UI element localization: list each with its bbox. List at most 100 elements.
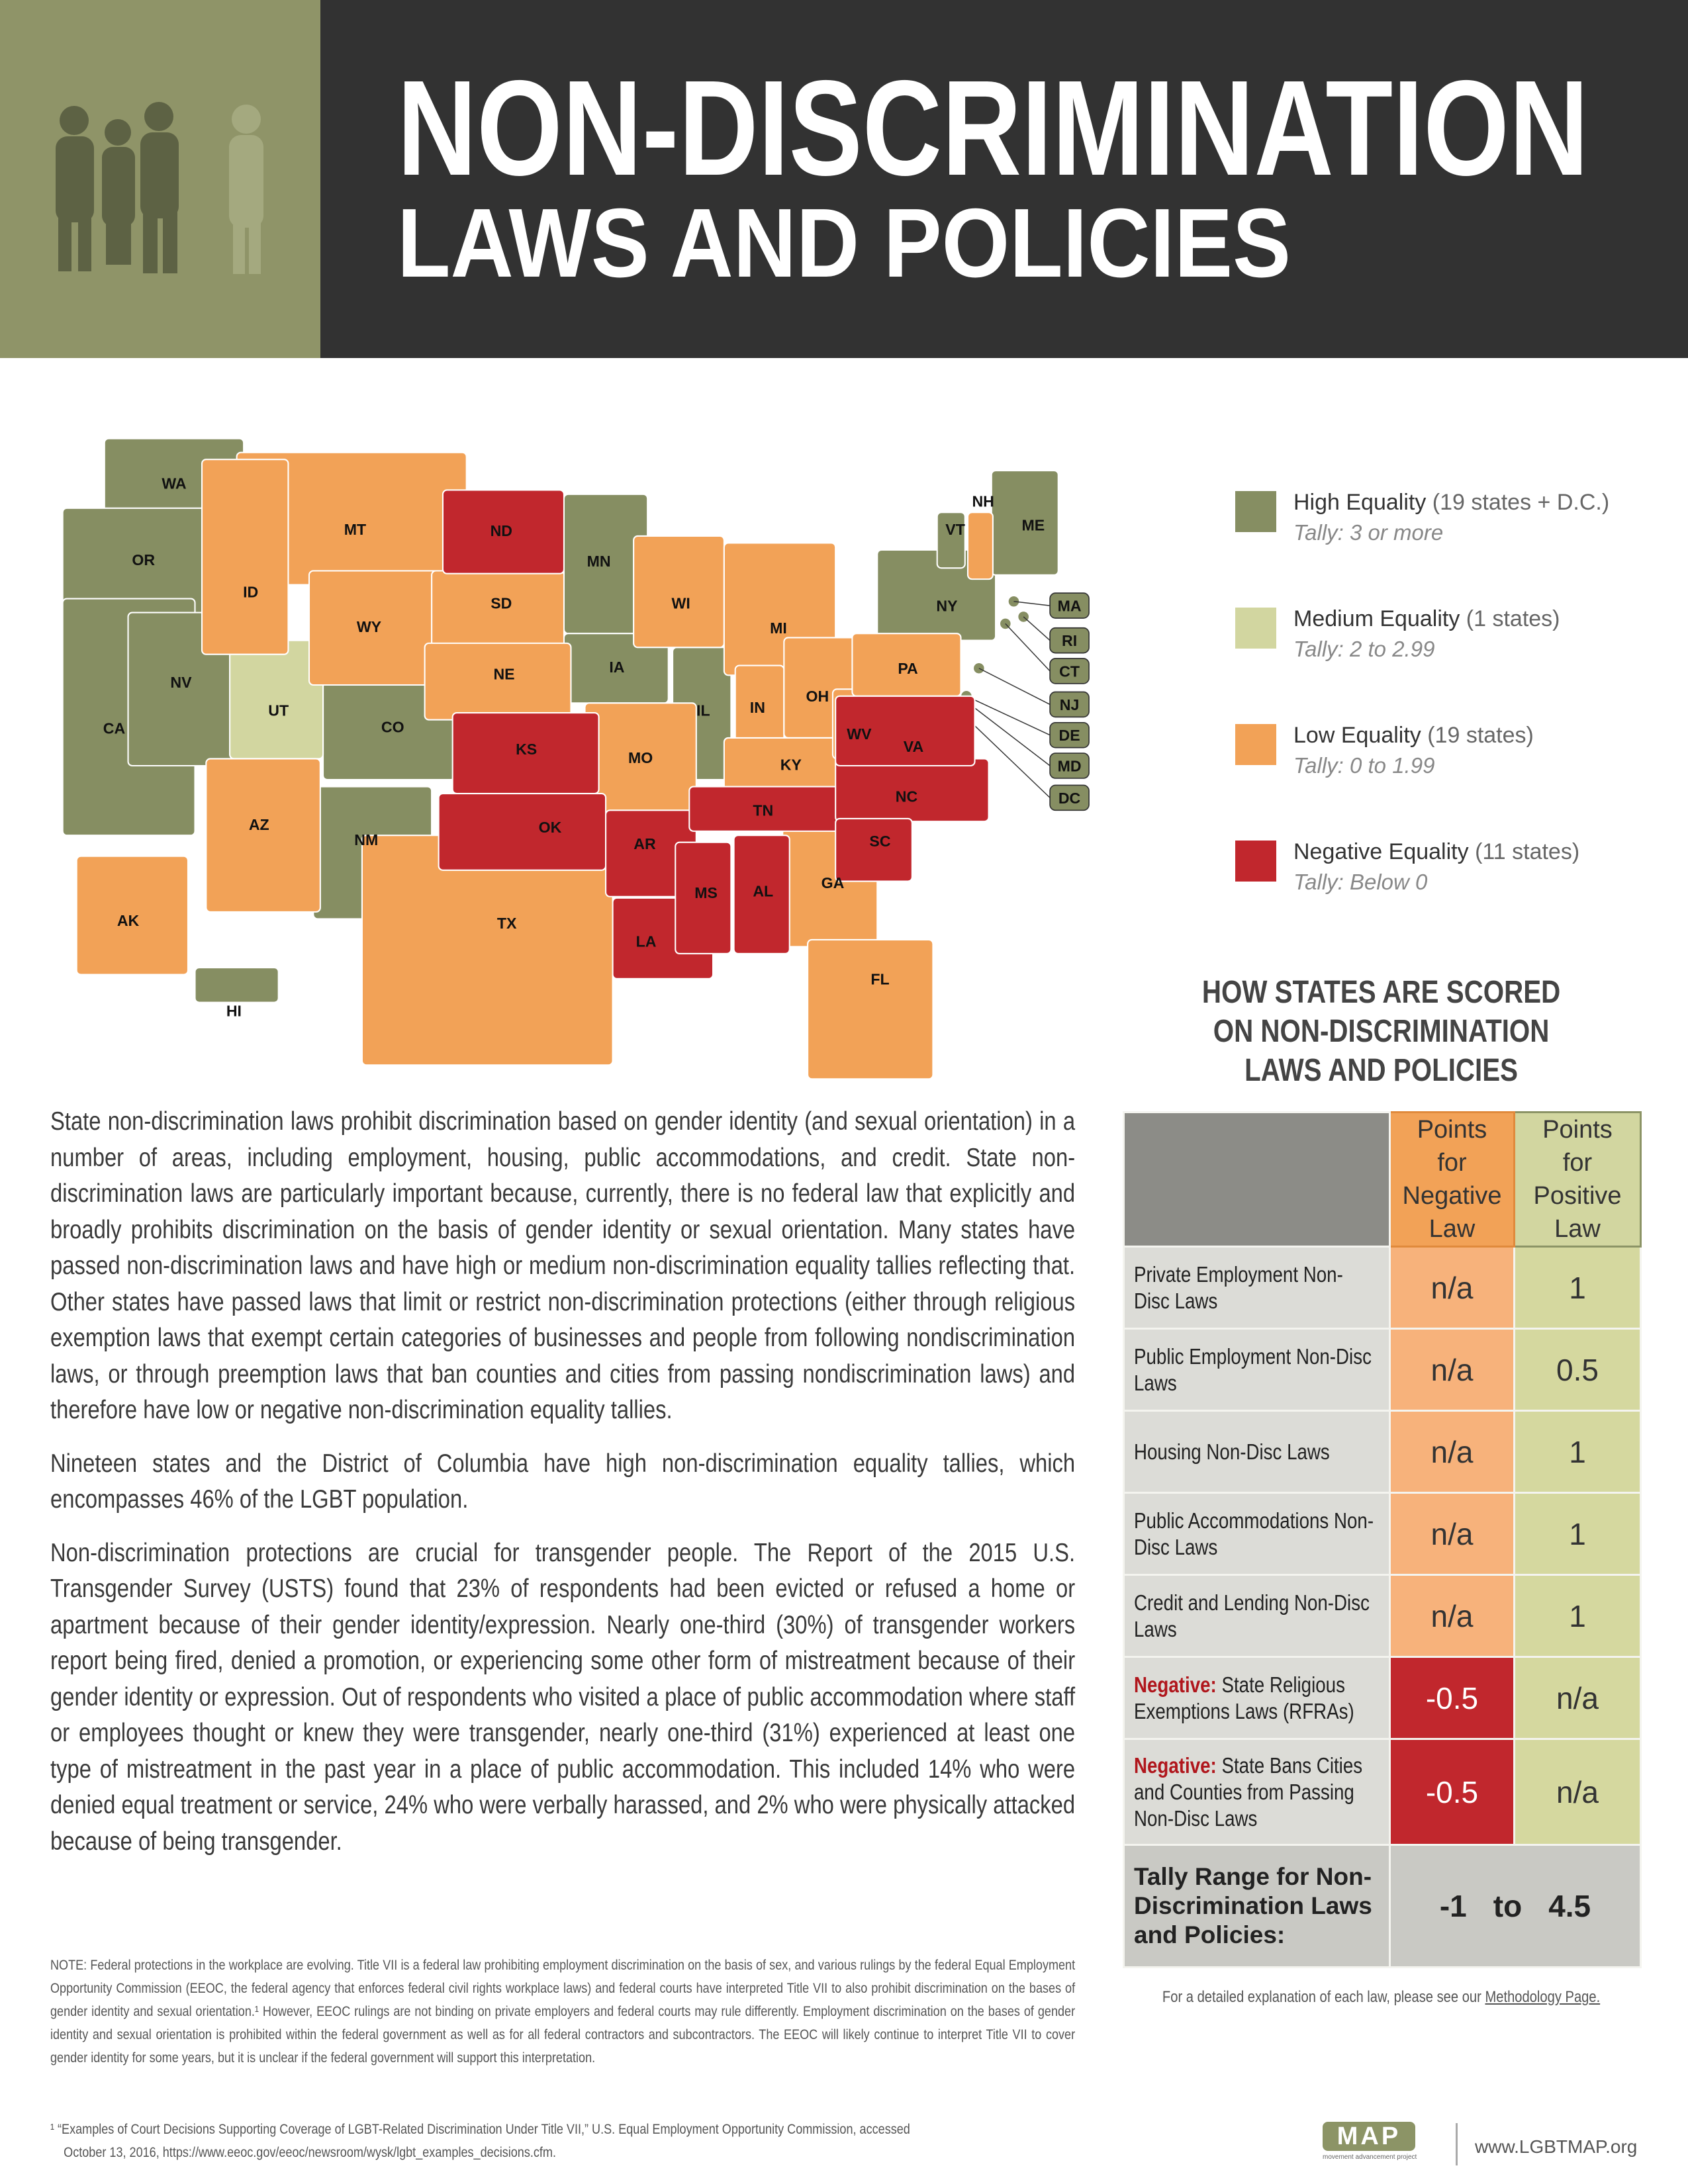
header-positive: Points for Positive Law [1513,1111,1642,1248]
state-label: NJ [1060,696,1080,713]
state-label: TX [497,915,517,932]
row-label: Housing Non-Disc Laws [1123,1410,1391,1494]
row-label-inner: Private Employment Non-Disc Laws [1134,1261,1379,1314]
scoring-table: Points for Negative Law Points for Positi… [1123,1111,1642,1968]
leader-line [1023,616,1051,641]
note: NOTE: Federal protections in the workpla… [50,1957,1076,2066]
state-label: OR [132,551,155,569]
state-shape [936,512,966,569]
row-prefix: Negative: [1134,1752,1217,1778]
leader-line [966,696,1051,736]
legend: High Equality (19 states + D.C.) Tally: 3… [1235,490,1659,913]
state-label: MA [1058,597,1082,614]
callout-box [1049,658,1090,684]
state-label: VA [904,738,924,755]
us-map: WA OR CA NV CO NM MN IA IL NY VT ME MA RI CT NJ DE MD DC HI… [62,437,1090,1080]
state-label: MN [587,553,611,570]
footer-url: www.LGBTMAP.org [1475,2136,1638,2157]
negative-points: -0.5 [1389,1738,1515,1846]
leader-line [1005,623,1051,672]
title-line-1: NON-DISCRIMINATION [397,52,1589,204]
table-row: Public Employment Non-Disc Laws n/a 0.5 [1123,1328,1642,1412]
state-shape [807,938,934,1080]
negative-points: -0.5 [1389,1656,1515,1740]
state-shape [733,835,790,955]
silhouettes [56,102,263,274]
table-row: Credit and Lending Non-Disc Laws n/a 1 [1123,1574,1642,1658]
state-label: SD [491,594,512,612]
state-shapes [62,437,1059,1080]
callout-box [1049,691,1090,718]
legend-count: (19 states + D.C.) [1432,490,1610,515]
scoring-title: HOW STATES ARE SCORED ON NON-DISCRIMINAT… [1112,973,1650,1090]
legend-swatch [1235,841,1276,882]
tally-to: to [1493,1889,1523,1923]
state-shape [194,966,279,1003]
legend-swatch [1235,608,1276,649]
state-label: DE [1059,727,1080,744]
state-label: MO [628,749,653,766]
legend-item: Low Equality (19 states) Tally: 0 to 1.99 [1235,723,1659,802]
state-label: ND [491,522,512,539]
legend-label-text: High Equality [1293,490,1427,515]
row-label: Negative: State Religious Exemptions Law… [1123,1656,1391,1740]
state-label: FL [870,970,889,987]
paragraph: Nineteen states and the District of Colu… [50,1449,1076,1514]
state-label: MT [344,521,366,538]
scoring-title-text: HOW STATES ARE SCORED ON NON-DISCRIMINAT… [1201,975,1561,1088]
table-row: Negative: State Religious Exemptions Law… [1123,1656,1642,1740]
positive-points: n/a [1513,1656,1642,1740]
state-shape [835,817,913,882]
state-label: HI [226,1003,242,1020]
state-shape [75,855,189,976]
legend-swatch [1235,724,1276,765]
row-label-inner: Negative: State Religious Exemptions Law… [1134,1672,1379,1725]
callout-box [1049,721,1090,749]
methodology-link[interactable]: Methodology Page. [1485,1988,1601,2006]
positive-points: 1 [1513,1410,1642,1494]
state-label: KS [516,741,537,758]
leader-line [978,668,1051,705]
state-label: ME [1022,516,1045,533]
legend-label-text: Low Equality [1293,723,1421,748]
state-label: IA [609,659,624,676]
negative-points: n/a [1389,1328,1515,1412]
state-label: MI [770,619,787,637]
state-labels: WA OR CA NV CO NM MN IA IL NY VT ME MA RI CT NJ DE MD DC HI… [103,475,1090,1020]
state-shape [675,841,732,955]
state-shape [835,695,976,767]
state-label: WI [672,594,690,612]
state-label: MD [1058,757,1082,774]
legend-count: (19 states) [1427,723,1534,748]
table-row: Private Employment Non-Disc Laws n/a 1 [1123,1246,1642,1330]
table-row: Public Accommodations Non-Disc Laws n/a 1 [1123,1492,1642,1576]
row-label-inner: Credit and Lending Non-Disc Laws [1134,1590,1379,1643]
positive-points: 0.5 [1513,1328,1642,1412]
state-label: TN [753,802,773,819]
state-shape [972,662,985,674]
header-title: NON-DISCRIMINATION LAWS AND POLICIES [397,52,1589,298]
scoring-table-wrap: Points for Negative Law Points for Positi… [1123,1111,1642,1968]
positive-points: n/a [1513,1738,1642,1846]
state-label: CO [381,719,404,736]
negative-points: n/a [1389,1246,1515,1330]
row-label: Public Employment Non-Disc Laws [1123,1328,1391,1412]
legend-item: Negative Equality (11 states) Tally: Belo… [1235,839,1659,919]
row-label-inner: Public Accommodations Non-Disc Laws [1134,1508,1379,1561]
logo: MAP movement advancement project [1323,2122,1417,2165]
callout-box [1049,627,1090,654]
state-label: UT [268,702,289,719]
state-label: WY [357,618,382,635]
leader-line [1013,601,1051,606]
row-label-text: State Religious Exemptions Laws (RFRAs) [1134,1672,1354,1723]
methodology-text: For a detailed explanation of each law, … [1162,1988,1481,2006]
state-label: AZ [249,816,269,833]
row-label: Credit and Lending Non-Disc Laws [1123,1574,1391,1658]
state-shape [966,512,994,580]
logo-sub: movement advancement project [1323,2154,1417,2161]
state-label: GA [821,874,845,891]
table-header-row: Points for Negative Law Points for Positi… [1123,1111,1642,1248]
header-bar: NON-DISCRIMINATION LAWS AND POLICIES [320,0,1688,358]
state-label: RI [1062,632,1077,649]
state-shape [633,535,725,649]
